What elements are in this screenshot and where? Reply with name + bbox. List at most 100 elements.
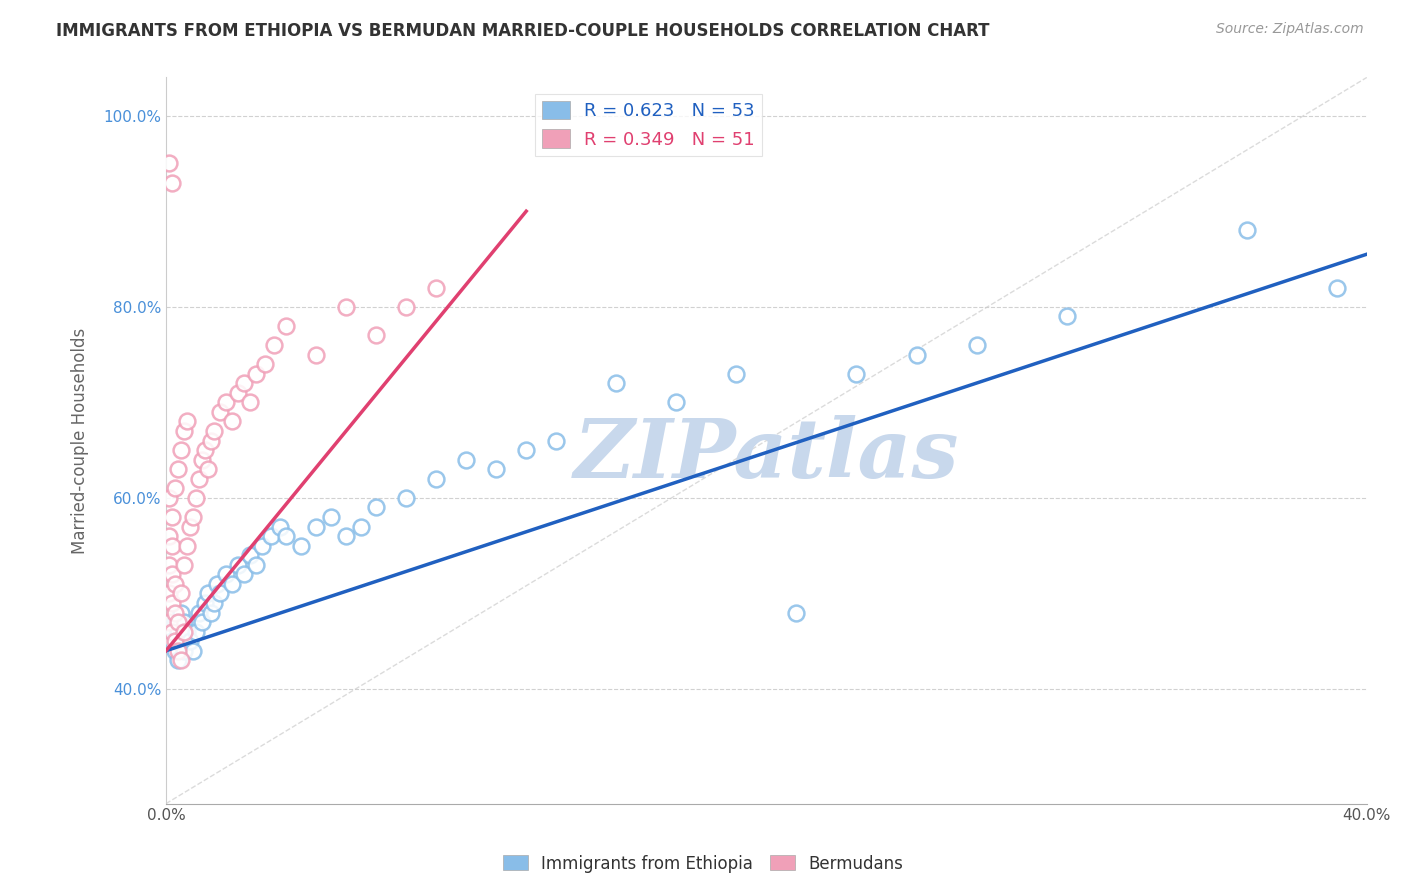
- Point: [167, 653, 190, 667]
- Point: [208, 586, 231, 600]
- Text: ZIPatlas: ZIPatlas: [574, 415, 959, 495]
- Point: [425, 472, 447, 486]
- Legend: R = 0.623   N = 53, R = 0.349   N = 51: R = 0.623 N = 53, R = 0.349 N = 51: [536, 94, 762, 156]
- Point: [173, 615, 195, 629]
- Point: [163, 644, 186, 658]
- Point: [197, 462, 219, 476]
- Point: [167, 462, 190, 476]
- Point: [184, 491, 207, 505]
- Point: [163, 606, 186, 620]
- Point: [665, 395, 688, 409]
- Point: [1326, 280, 1348, 294]
- Point: [233, 376, 256, 391]
- Point: [215, 567, 238, 582]
- Point: [215, 395, 238, 409]
- Point: [157, 558, 180, 572]
- Point: [239, 395, 262, 409]
- Point: [157, 156, 180, 170]
- Point: [546, 434, 568, 448]
- Point: [170, 586, 193, 600]
- Point: [194, 443, 217, 458]
- Point: [157, 529, 180, 543]
- Point: [226, 558, 249, 572]
- Point: [305, 347, 328, 361]
- Point: [188, 606, 211, 620]
- Point: [966, 338, 988, 352]
- Point: [194, 596, 217, 610]
- Point: [202, 596, 225, 610]
- Point: [173, 644, 195, 658]
- Point: [163, 481, 186, 495]
- Text: Source: ZipAtlas.com: Source: ZipAtlas.com: [1216, 22, 1364, 37]
- Point: [226, 385, 249, 400]
- Point: [163, 577, 186, 591]
- Point: [456, 452, 478, 467]
- Point: [181, 644, 204, 658]
- Point: [160, 624, 183, 639]
- Point: [274, 529, 297, 543]
- Point: [785, 606, 807, 620]
- Point: [157, 586, 180, 600]
- Point: [173, 558, 195, 572]
- Point: [170, 606, 193, 620]
- Point: [157, 615, 180, 629]
- Point: [395, 491, 418, 505]
- Point: [184, 624, 207, 639]
- Point: [245, 367, 267, 381]
- Point: [395, 300, 418, 314]
- Point: [1056, 310, 1078, 324]
- Point: [290, 539, 312, 553]
- Legend: Immigrants from Ethiopia, Bermudans: Immigrants from Ethiopia, Bermudans: [496, 848, 910, 880]
- Point: [181, 510, 204, 524]
- Point: [157, 491, 180, 505]
- Point: [725, 367, 748, 381]
- Point: [176, 539, 198, 553]
- Point: [176, 624, 198, 639]
- Point: [305, 519, 328, 533]
- Y-axis label: Married-couple Households: Married-couple Households: [72, 327, 89, 554]
- Point: [485, 462, 508, 476]
- Point: [350, 519, 373, 533]
- Point: [200, 606, 222, 620]
- Point: [274, 318, 297, 333]
- Point: [160, 567, 183, 582]
- Point: [239, 548, 262, 562]
- Point: [515, 443, 537, 458]
- Point: [221, 577, 243, 591]
- Point: [170, 653, 193, 667]
- Point: [188, 472, 211, 486]
- Point: [200, 434, 222, 448]
- Point: [163, 634, 186, 648]
- Point: [905, 347, 928, 361]
- Point: [319, 510, 342, 524]
- Point: [605, 376, 627, 391]
- Point: [160, 596, 183, 610]
- Point: [366, 328, 388, 343]
- Point: [221, 414, 243, 428]
- Point: [160, 510, 183, 524]
- Point: [176, 414, 198, 428]
- Point: [205, 577, 228, 591]
- Point: [179, 519, 201, 533]
- Point: [167, 615, 190, 629]
- Point: [170, 634, 193, 648]
- Point: [245, 558, 267, 572]
- Point: [269, 519, 291, 533]
- Point: [191, 615, 214, 629]
- Point: [250, 539, 273, 553]
- Point: [160, 539, 183, 553]
- Point: [191, 452, 214, 467]
- Text: IMMIGRANTS FROM ETHIOPIA VS BERMUDAN MARRIED-COUPLE HOUSEHOLDS CORRELATION CHART: IMMIGRANTS FROM ETHIOPIA VS BERMUDAN MAR…: [56, 22, 990, 40]
- Point: [167, 624, 190, 639]
- Point: [263, 338, 285, 352]
- Point: [845, 367, 868, 381]
- Point: [260, 529, 283, 543]
- Point: [179, 634, 201, 648]
- Point: [366, 500, 388, 515]
- Point: [335, 300, 357, 314]
- Point: [254, 357, 277, 371]
- Point: [173, 424, 195, 438]
- Point: [167, 644, 190, 658]
- Point: [173, 624, 195, 639]
- Point: [197, 586, 219, 600]
